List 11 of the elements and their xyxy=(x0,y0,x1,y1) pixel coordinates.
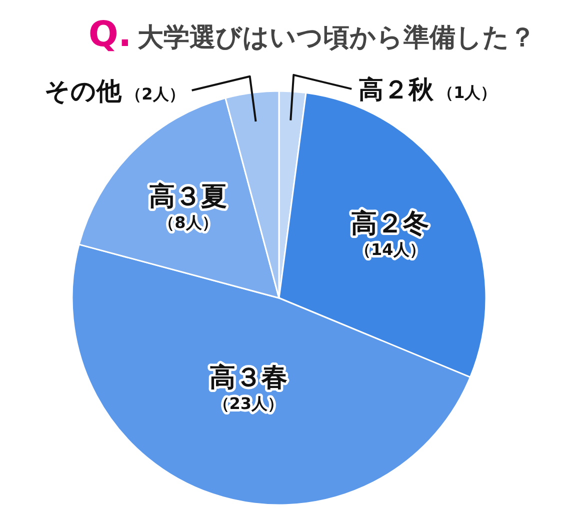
data-label: （23人） xyxy=(213,394,284,414)
slice-label: 高３夏 xyxy=(149,182,228,212)
data-label: （1人） xyxy=(438,82,497,102)
data-label: （8人） xyxy=(158,213,218,232)
slice-label: 高２冬 xyxy=(351,208,430,239)
data-label: （2人） xyxy=(126,84,185,104)
data-label: （14人） xyxy=(355,240,426,259)
chart-title: Q. 大学選びはいつ頃から準備した？ xyxy=(88,15,536,55)
slice-label: 高２秋 xyxy=(358,74,435,104)
slice-label: その他 xyxy=(44,76,123,106)
slice-label: 高３春 xyxy=(209,363,288,394)
